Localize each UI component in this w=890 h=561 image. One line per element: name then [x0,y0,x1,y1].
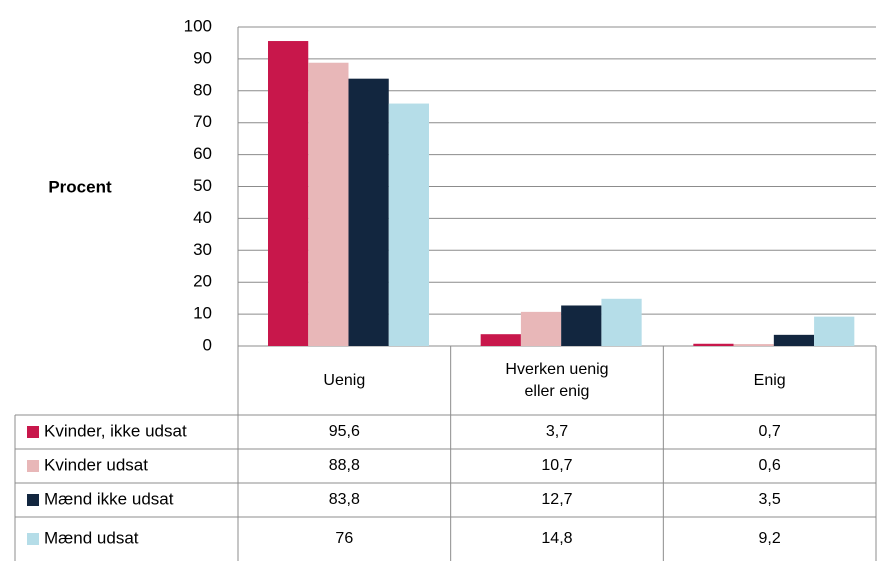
table-value: 76 [335,530,354,547]
table-value: 95,6 [328,423,360,440]
bar [733,344,774,346]
table-value: 9,2 [758,530,781,547]
bar [601,298,642,346]
category-label: Hverken uenig eller enig [505,360,609,400]
table-value: 0,7 [758,423,781,440]
category-label: Uenig [323,371,366,389]
bar [308,62,349,347]
table-value: 3,5 [758,491,781,508]
legend-label: Mænd udsat [44,528,139,547]
y-tick-label: 60 [193,144,212,163]
legend-label: Kvinder udsat [44,455,148,474]
bar [561,305,602,346]
legend-swatch [27,533,39,545]
y-tick-label: 50 [193,176,212,195]
table-value: 0,6 [758,457,781,474]
table-value: 3,7 [545,423,569,440]
table-value: 14,8 [541,530,573,547]
table-value: 88,8 [328,457,360,474]
bar [268,41,309,346]
bar [773,334,815,346]
y-tick-label: 90 [193,48,212,67]
y-tick-label: 20 [193,272,212,291]
y-tick-label: 40 [193,208,212,227]
legend-label: Kvinder, ikke udsat [44,421,187,440]
legend-swatch [27,426,39,438]
y-tick-label: 80 [193,80,212,99]
category-label: Enig [753,371,786,389]
bar [480,334,521,346]
legend-swatch [27,494,39,506]
bar [388,103,429,346]
bar [348,78,389,346]
legend-label: Mænd ikke udsat [44,489,174,508]
y-tick-label: 10 [193,304,212,323]
table-value: 12,7 [541,491,573,508]
legend-swatch [27,460,39,472]
y-tick-label: 30 [193,240,212,259]
y-tick-label: 100 [184,16,212,35]
table-value: 83,8 [328,491,360,508]
bar [814,316,855,346]
y-tick-label: 0 [203,335,212,354]
y-axis-label: Procent [48,177,112,196]
bar [693,343,734,346]
bar [520,311,562,346]
y-tick-label: 70 [193,112,212,131]
table-value: 10,7 [541,457,573,474]
